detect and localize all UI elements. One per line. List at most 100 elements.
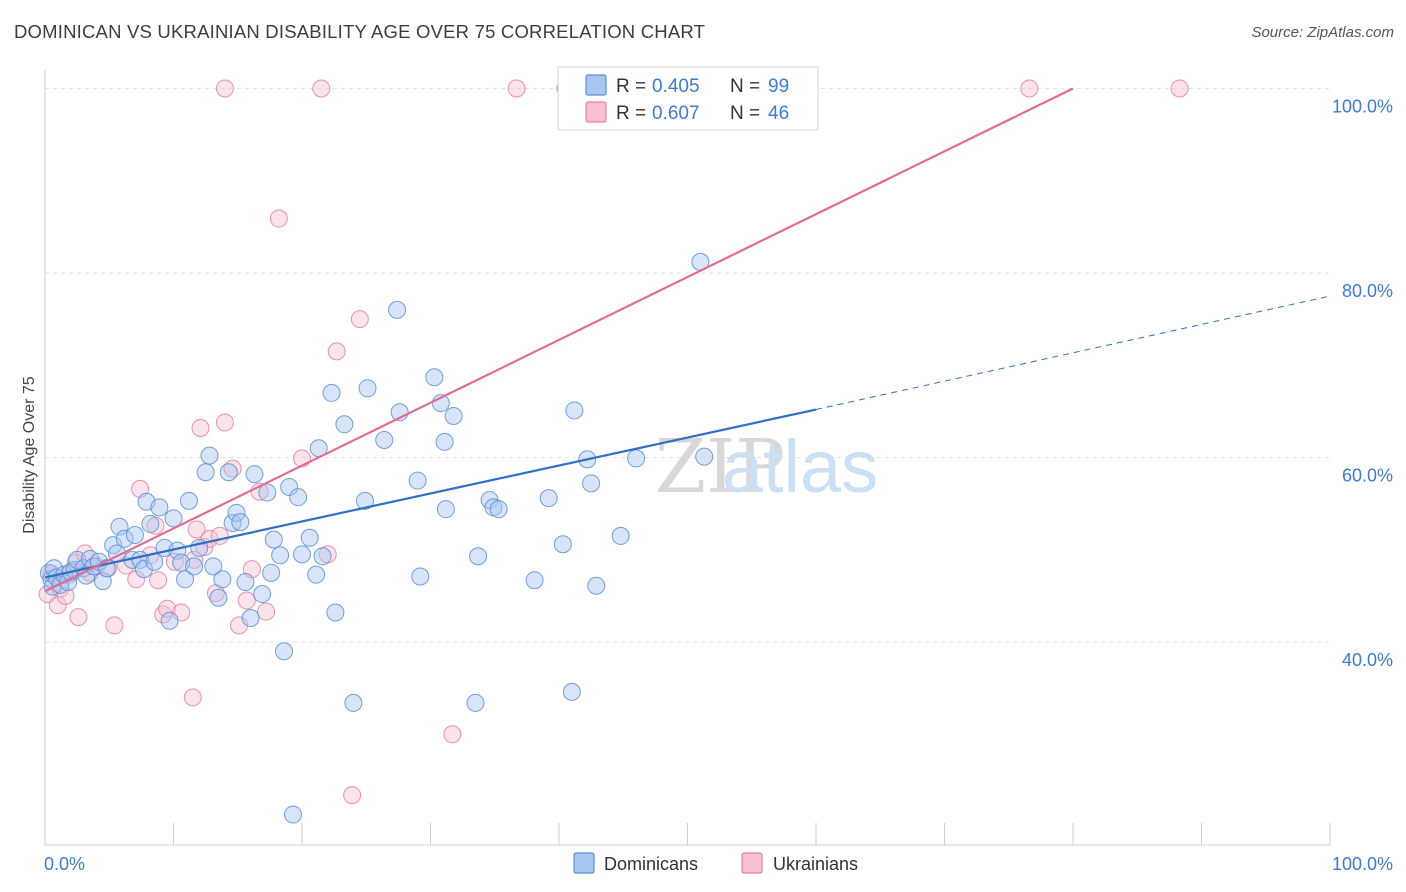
point-dominicans [344,693,363,712]
point-dominicans [355,491,374,510]
point-dominicans [176,570,195,589]
x-ticks [173,823,1331,845]
point-ukrainians [230,616,249,635]
point-ukrainians [350,310,369,329]
y-tick-label: 80.0% [1342,281,1393,301]
series-dominicans-points [39,79,714,824]
trend-lines [44,87,1331,593]
point-dominicans [227,503,246,522]
point-dominicans [388,300,407,319]
point-dominicans [245,465,264,484]
point-ukrainians [237,591,256,610]
legend-bottom: Dominicans Ukrainians [573,852,858,874]
grid-lines [45,87,1330,643]
point-ukrainians [127,570,146,589]
chart-title: DOMINICAN VS UKRAINIAN DISABILITY AGE OV… [14,21,706,42]
point-dominicans [435,432,454,451]
point-dominicans [204,557,223,576]
point-dominicans [553,535,572,554]
point-dominicans [213,570,232,589]
point-dominicans [160,611,179,630]
point-ukrainians [165,552,184,571]
y-tick-label: 60.0% [1342,466,1393,486]
point-ukrainians [269,209,288,228]
point-dominicans [322,383,341,402]
legend-swatch-dominicans [585,74,607,96]
point-dominicans [275,642,294,661]
point-dominicans [219,463,238,482]
trend-line-ukrainians [44,87,1074,593]
legend-n-value-dominicans: 99 [768,76,789,97]
point-dominicans [115,529,134,548]
point-dominicans [271,546,290,565]
point-dominicans [425,368,444,387]
point-dominicans [293,545,311,564]
legend-swatch-ukrainians [585,101,607,123]
legend-bottom-label-dominicans: Dominicans [604,854,698,874]
point-ukrainians [215,79,234,98]
point-dominicans [466,693,485,712]
x-tick-label-min: 0.0% [44,854,85,874]
point-dominicans [611,526,630,545]
point-dominicans [436,500,455,519]
point-dominicans [489,500,508,519]
legend-n-value-ukrainians: 46 [768,103,789,124]
point-dominicans [164,509,183,528]
point-dominicans [253,585,272,604]
point-ukrainians [69,608,88,627]
point-dominicans [264,530,283,549]
point-dominicans [150,498,169,517]
point-dominicans [326,603,345,622]
point-dominicans [587,576,606,595]
point-ukrainians [105,616,124,635]
point-dominicans [280,478,299,497]
legend-top: R = 0.405 N = 99 R = 0.607 N = 46 [557,66,819,131]
y-axis-label: Disability Age Over 75 [21,376,38,534]
point-dominicans [307,565,326,584]
point-dominicans [289,488,308,507]
y-tick-label: 100.0% [1332,96,1393,116]
point-dominicans [200,446,219,465]
point-ukrainians [215,413,234,432]
point-dominicans [582,474,601,493]
point-dominicans [358,379,377,398]
point-dominicans [313,547,332,566]
point-ukrainians [75,544,94,563]
point-ukrainians [56,586,75,605]
point-ukrainians [1020,79,1039,98]
point-dominicans [300,528,319,547]
series-ukrainians-points [38,79,1189,805]
point-dominicans [284,805,303,824]
legend-r-value-ukrainians: 0.607 [652,103,700,124]
legend-bottom-swatch-dominicans [573,852,595,874]
trend-line-extension-dominicans [815,295,1331,411]
legend-r-value-dominicans: 0.405 [652,76,700,97]
point-ukrainians [191,418,210,437]
point-dominicans [469,547,488,566]
point-dominicans [695,447,714,466]
chart-source: Source: ZipAtlas.com [1251,24,1394,41]
legend-bottom-swatch-ukrainians [741,852,763,874]
point-dominicans [335,415,354,434]
point-dominicans [562,682,581,701]
point-dominicans [141,514,160,533]
watermark-atlas: atlas [722,425,878,508]
point-ukrainians [210,526,229,545]
point-ukrainians [1170,79,1189,98]
point-dominicans [179,491,198,510]
point-dominicans [209,588,228,607]
point-dominicans [104,536,123,555]
point-ukrainians [257,602,276,621]
point-dominicans [444,406,463,425]
point-dominicans [262,563,281,582]
trend-line-dominicans [44,408,817,579]
point-dominicans [258,483,277,502]
point-dominicans [539,489,558,508]
point-ukrainians [149,571,168,590]
point-dominicans [185,557,204,576]
watermark-zip: ZIP [655,424,785,510]
legend-r-label-ukrainians: R = [616,103,646,124]
legend-n-label-ukrainians: N = [730,103,760,124]
point-ukrainians [158,599,177,618]
x-tick-label-max: 100.0% [1332,854,1393,874]
